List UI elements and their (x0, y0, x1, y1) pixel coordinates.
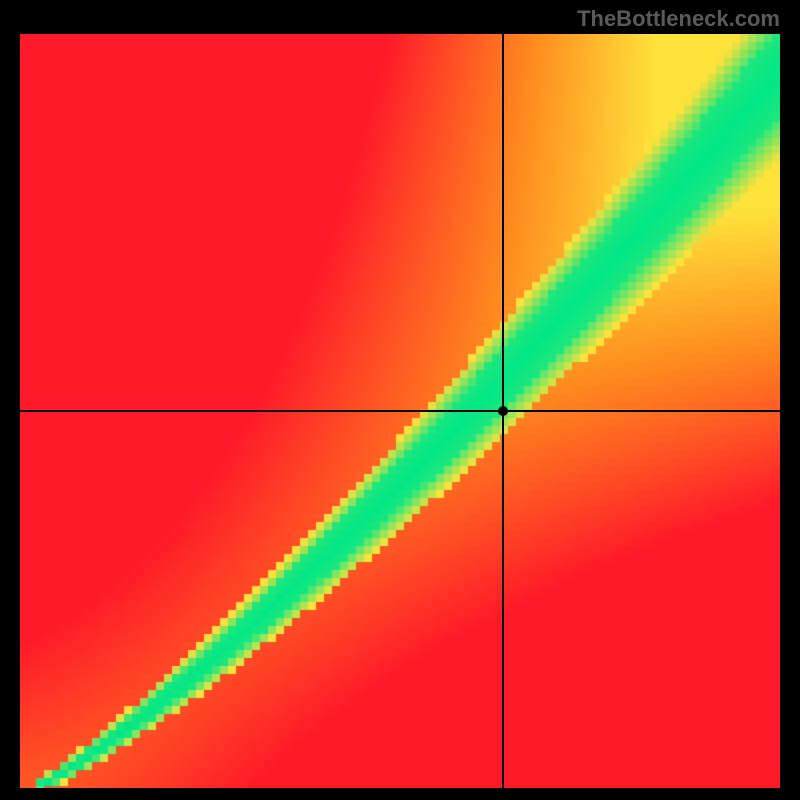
crosshair-horizontal (20, 410, 780, 412)
watermark-text: TheBottleneck.com (577, 6, 780, 32)
heatmap-plot (20, 34, 780, 788)
crosshair-marker (498, 406, 508, 416)
chart-container: TheBottleneck.com (0, 0, 800, 800)
